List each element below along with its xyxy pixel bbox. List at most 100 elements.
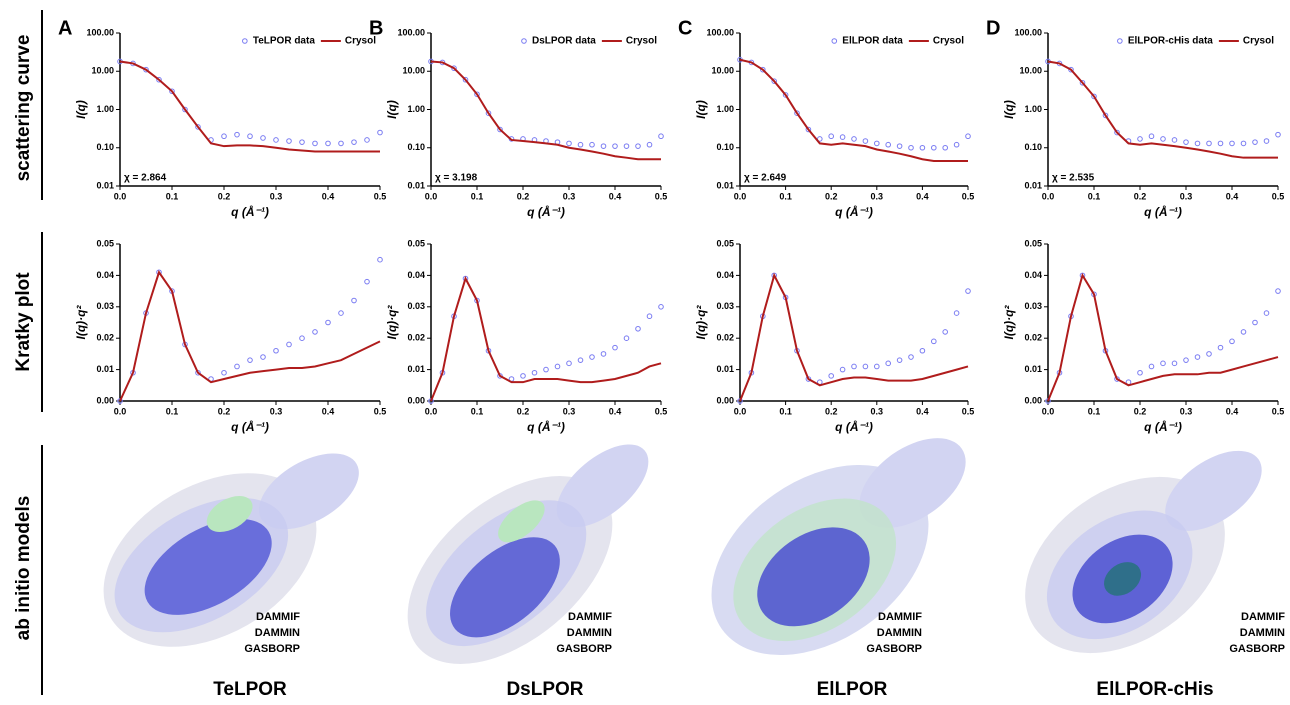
x-tick-label: 0.4 [322, 406, 335, 416]
data-point [817, 136, 823, 142]
row-label: Kratky plot [13, 272, 34, 372]
x-tick-label: 0.4 [609, 191, 622, 201]
x-axis-label: q (Å⁻¹) [1144, 420, 1182, 434]
data-point [862, 363, 869, 370]
data-point [942, 144, 949, 151]
y-tick-label: 0.04 [1024, 270, 1042, 280]
data-point [169, 88, 175, 95]
y-tick-label: 0.10 [96, 142, 114, 152]
data-point [221, 369, 227, 376]
fit-line [739, 272, 969, 402]
x-tick-label: 0.2 [825, 406, 838, 416]
legend-label: DsLPOR data [532, 36, 596, 47]
data-point [531, 369, 538, 376]
data-point [828, 133, 835, 140]
y-tick-label: 0.01 [716, 180, 734, 190]
x-tick-label: 0.4 [609, 406, 622, 416]
data-point [351, 139, 357, 145]
y-tick-label: 0.00 [96, 395, 114, 405]
y-tick-label: 0.02 [1024, 333, 1042, 343]
data-point [273, 137, 279, 143]
legend-label: Crysol [345, 36, 376, 47]
y-tick-label: 0.00 [407, 395, 425, 405]
annotation: χ = 2.649 [744, 173, 787, 184]
x-axis-label: q (Å⁻¹) [527, 205, 565, 219]
data-point [1171, 360, 1178, 367]
legend-marker [831, 38, 838, 44]
legend-label: ElLPOR-cHis data [1128, 36, 1213, 47]
data-point [299, 335, 305, 342]
model-legend: GASBORP [1229, 643, 1285, 655]
data-point [771, 78, 778, 84]
panel-label: B [369, 17, 383, 39]
model-legend: DAMMIN [1240, 627, 1285, 639]
y-tick-label: 0.00 [1024, 395, 1042, 405]
y-tick-label: 0.01 [407, 180, 425, 190]
y-axis-label: I(q)·q² [694, 305, 708, 340]
data-point [1148, 133, 1155, 140]
data-point [908, 354, 914, 360]
data-point [1275, 288, 1281, 294]
data-point [156, 76, 162, 83]
annotation: χ = 2.535 [1052, 173, 1095, 184]
data-point [377, 129, 383, 136]
data-point [312, 329, 318, 335]
data-point [351, 297, 357, 304]
x-tick-label: 0.3 [871, 406, 884, 416]
data-point [1217, 140, 1224, 147]
y-tick-label: 0.01 [96, 364, 114, 374]
data-point [364, 278, 370, 285]
data-point [1217, 344, 1224, 351]
x-tick-label: 0.0 [425, 191, 438, 201]
data-point [247, 133, 253, 140]
legend-label: Crysol [1243, 36, 1274, 47]
data-point [658, 133, 664, 140]
model-legend: DAMMIN [567, 627, 612, 639]
y-tick-label: 100.00 [86, 27, 114, 37]
x-tick-label: 0.1 [471, 406, 484, 416]
panel-label: D [986, 17, 1000, 39]
x-tick-label: 0.4 [322, 191, 335, 201]
legend-marker [1117, 38, 1123, 44]
y-tick-label: 100.00 [397, 27, 425, 37]
fit-line [119, 270, 381, 402]
y-tick-label: 10.00 [91, 66, 114, 76]
y-tick-label: 0.05 [96, 238, 114, 248]
y-tick-label: 0.02 [407, 333, 425, 343]
data-point [497, 126, 503, 133]
annotation: χ = 3.198 [435, 173, 478, 184]
data-point [635, 143, 641, 149]
data-point [520, 373, 526, 379]
data-point [782, 92, 789, 98]
y-tick-label: 10.00 [711, 66, 734, 76]
data-point [474, 91, 480, 98]
data-point [554, 363, 561, 370]
model-legend: DAMMIF [256, 611, 300, 623]
x-tick-label: 0.3 [270, 191, 283, 201]
data-point [312, 140, 318, 147]
x-tick-label: 0.4 [916, 406, 929, 416]
y-axis-label: I(q)·q² [385, 305, 399, 340]
data-point [1206, 140, 1212, 147]
data-point [338, 310, 344, 316]
data-point [1160, 360, 1166, 367]
data-point [451, 65, 457, 72]
data-point [1229, 338, 1235, 345]
data-point [953, 141, 960, 148]
data-point [862, 138, 869, 144]
data-point [908, 144, 914, 151]
data-point [1194, 140, 1201, 147]
x-axis-label: q (Å⁻¹) [231, 205, 269, 219]
y-tick-label: 0.02 [96, 333, 114, 343]
y-tick-label: 0.05 [716, 238, 734, 248]
y-tick-label: 0.03 [407, 301, 425, 311]
x-tick-label: 0.3 [563, 406, 576, 416]
y-tick-label: 0.05 [1024, 238, 1042, 248]
model-renderings [103, 438, 1262, 664]
data-point [896, 143, 903, 149]
x-tick-label: 0.3 [871, 191, 884, 201]
data-point [1068, 66, 1074, 73]
y-tick-label: 0.10 [1024, 142, 1042, 152]
x-axis-label: q (Å⁻¹) [231, 420, 269, 434]
fit-line [430, 60, 661, 161]
